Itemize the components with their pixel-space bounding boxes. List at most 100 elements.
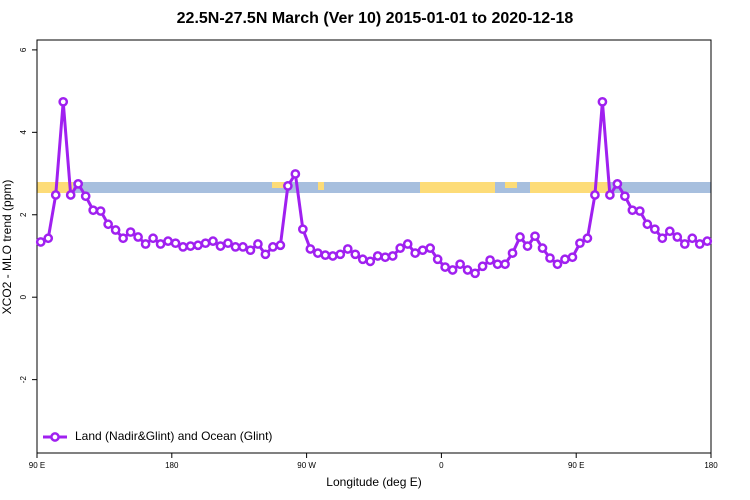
- data-point: [73, 178, 84, 189]
- data-point: [335, 249, 346, 260]
- data-point: [470, 268, 480, 279]
- data-point: [380, 252, 391, 263]
- ocean-strip: [37, 182, 711, 193]
- data-point: [635, 206, 645, 216]
- data-point: [672, 232, 683, 242]
- data-point: [342, 244, 353, 254]
- data-point: [530, 231, 540, 242]
- data-point: [455, 259, 465, 270]
- land-strip: [318, 182, 324, 190]
- data-point: [148, 233, 158, 244]
- data-point: [253, 239, 263, 249]
- data-point: [200, 238, 211, 249]
- data-point: [80, 191, 91, 202]
- data-point: [612, 178, 623, 189]
- data-point: [245, 245, 256, 256]
- x-tick-label: 90 E: [568, 461, 584, 470]
- data-point: [350, 249, 361, 260]
- y-tick-label: 0: [19, 294, 28, 299]
- data-point: [560, 254, 570, 265]
- data-point: [320, 250, 331, 261]
- legend-marker: [50, 432, 60, 442]
- data-point: [238, 242, 248, 252]
- data-point: [649, 224, 660, 235]
- data-point: [664, 226, 675, 237]
- data-point: [522, 241, 533, 251]
- data-point: [260, 249, 271, 260]
- data-point: [163, 236, 173, 246]
- data-point: [357, 254, 368, 265]
- data-point: [88, 205, 99, 216]
- data-point: [687, 233, 698, 244]
- data-point: [440, 262, 450, 272]
- data-point: [552, 259, 563, 270]
- data-point: [679, 239, 690, 249]
- data-point: [567, 252, 578, 263]
- data-point: [35, 237, 46, 247]
- data-point: [485, 255, 495, 265]
- data-point: [642, 219, 653, 230]
- land-strip: [272, 182, 284, 188]
- data-point: [327, 251, 338, 261]
- data-point: [417, 245, 428, 256]
- data-point: [620, 191, 630, 202]
- data-point: [140, 239, 151, 249]
- data-point: [103, 219, 113, 230]
- x-axis-label: Longitude (deg E): [326, 475, 421, 489]
- data-point: [283, 181, 293, 191]
- land-strip: [530, 182, 610, 193]
- data-point: [193, 240, 203, 251]
- data-point: [575, 238, 585, 249]
- data-point: [537, 243, 548, 253]
- data-point: [402, 239, 413, 249]
- data-point: [395, 243, 406, 253]
- data-point: [365, 256, 376, 267]
- data-point: [500, 259, 510, 270]
- data-point: [50, 190, 61, 200]
- data-point: [155, 239, 166, 249]
- data-point: [462, 265, 473, 275]
- data-point: [58, 96, 69, 107]
- y-tick-label: 2: [19, 212, 28, 217]
- data-point: [627, 205, 638, 216]
- plot-frame: [36, 39, 712, 454]
- x-tick-label: 0: [439, 461, 444, 470]
- data-point: [387, 251, 398, 261]
- data-point: [230, 242, 241, 252]
- data-point: [425, 243, 436, 253]
- chart-title: 22.5N-27.5N March (Ver 10) 2015-01-01 to…: [177, 10, 574, 27]
- data-point: [118, 233, 128, 244]
- data-point: [178, 242, 188, 252]
- y-tick-label: -2: [19, 376, 28, 384]
- data-point: [372, 251, 383, 261]
- x-tick-label: 90 W: [297, 461, 316, 470]
- data-point: [43, 233, 54, 244]
- data-point: [702, 236, 713, 246]
- y-tick-label: 6: [19, 47, 28, 52]
- data-point: [275, 240, 286, 251]
- x-tick-label: 180: [704, 461, 718, 470]
- land-strip: [505, 182, 517, 188]
- data-point: [507, 248, 518, 258]
- data-point: [95, 206, 106, 216]
- data-point: [65, 190, 76, 200]
- data-point: [694, 239, 705, 249]
- y-tick-label: 4: [19, 130, 28, 135]
- data-point: [545, 253, 555, 263]
- data-point: [477, 261, 488, 272]
- legend-label: Land (Nadir&Glint) and Ocean (Glint): [75, 429, 272, 443]
- data-point: [215, 241, 226, 251]
- y-axis-label: XCO2 - MLO trend (ppm): [0, 180, 14, 315]
- data-point: [305, 244, 316, 254]
- data-point: [590, 190, 600, 200]
- data-point: [268, 242, 278, 252]
- data-point: [597, 96, 608, 107]
- data-point: [125, 227, 136, 237]
- data-point: [432, 254, 443, 265]
- data-point: [298, 224, 308, 235]
- data-point: [447, 265, 458, 275]
- land-strip: [420, 182, 495, 193]
- data-point: [110, 225, 121, 235]
